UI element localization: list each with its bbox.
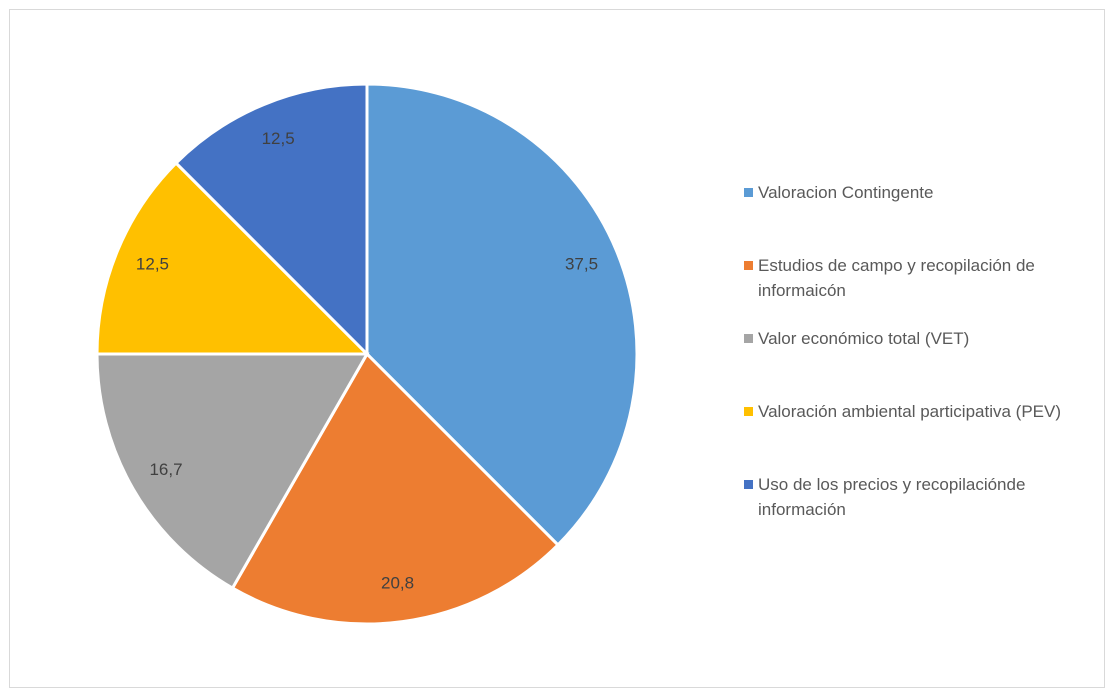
data-label: 20,8 [381, 574, 414, 593]
legend-label: Valoracion Contingente [758, 183, 934, 202]
data-label: 12,5 [136, 255, 169, 274]
legend-item: Valoración ambiental participativa (PEV) [742, 399, 1102, 472]
data-label: 16,7 [149, 460, 182, 479]
legend-swatch [744, 188, 753, 197]
pie-slice [95, 160, 371, 356]
legend-item: Valor económico total (VET) [742, 326, 1102, 399]
legend: Valoracion Contingente Estudios de campo … [742, 180, 1102, 545]
pie-slice [365, 82, 639, 548]
pie-slice [95, 352, 370, 591]
legend-item: Valoracion Contingente [742, 180, 1102, 253]
chart-border [9, 9, 1105, 688]
legend-label: Valoración ambiental participativa (PEV) [758, 402, 1061, 421]
legend-label: Estudios de campo y recopilación de info… [758, 256, 1035, 300]
legend-item: Estudios de campo y recopilación de info… [742, 253, 1102, 326]
pie-slice [230, 351, 561, 626]
legend-item: Uso de los precios y recopilaciónde info… [742, 472, 1102, 545]
data-label: 12,5 [262, 129, 295, 148]
legend-swatch [744, 407, 753, 416]
legend-label: Uso de los precios y recopilaciónde info… [758, 475, 1026, 519]
data-label: 37,5 [565, 255, 598, 274]
legend-swatch [744, 334, 753, 343]
pie-slice [173, 82, 369, 358]
legend-label: Valor económico total (VET) [758, 329, 970, 348]
legend-swatch [744, 261, 753, 270]
legend-swatch [744, 480, 753, 489]
